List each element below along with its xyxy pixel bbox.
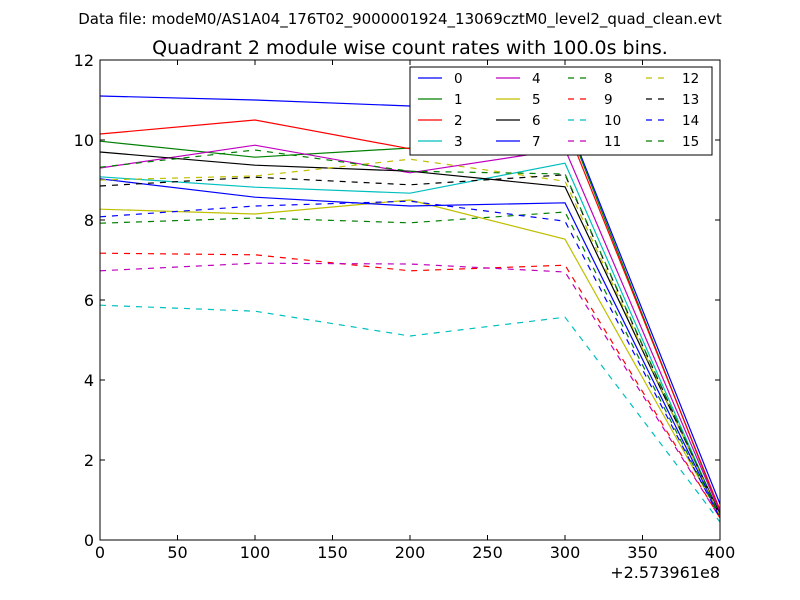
legend-label-12: 12 [682, 71, 699, 87]
series-line-3 [99, 162, 721, 517]
y-tick-label: 12 [74, 51, 94, 70]
legend-label-4: 4 [532, 71, 541, 87]
chart-title: Quadrant 2 module wise count rates with … [152, 37, 668, 59]
y-tick-label: 0 [84, 531, 94, 550]
series-line-10 [99, 304, 721, 523]
legend-label-11: 11 [604, 134, 621, 150]
x-tick-label: 150 [317, 543, 348, 562]
series-layer [99, 95, 721, 523]
legend-label-9: 9 [604, 92, 613, 108]
legend-label-2: 2 [454, 113, 463, 129]
series-line-0 [99, 95, 721, 505]
series-line-5 [99, 199, 721, 517]
series-line-8 [99, 211, 721, 519]
x-tick-label: 50 [167, 543, 187, 562]
legend-label-3: 3 [454, 134, 463, 150]
y-tick-label: 8 [84, 211, 94, 230]
series-line-7 [99, 178, 721, 517]
x-tick-label: 100 [240, 543, 271, 562]
y-tick-label: 2 [84, 451, 94, 470]
series-line-12 [99, 158, 721, 517]
x-tick-label: 350 [627, 543, 658, 562]
x-tick-label: 0 [95, 543, 105, 562]
y-tick-label: 6 [84, 291, 94, 310]
x-offset-label: +2.573961e8 [610, 563, 720, 582]
series-line-13 [99, 174, 721, 517]
legend-label-10: 10 [604, 113, 621, 129]
legend-label-0: 0 [454, 71, 463, 87]
legend-label-8: 8 [604, 71, 613, 87]
legend-label-1: 1 [454, 92, 463, 108]
legend-label-13: 13 [682, 92, 699, 108]
x-tick-label: 400 [705, 543, 736, 562]
legend-label-14: 14 [682, 113, 699, 129]
series-line-15 [99, 149, 721, 517]
legend-label-7: 7 [532, 134, 541, 150]
data-file-suptitle: Data file: modeM0/AS1A04_176T02_90000019… [78, 10, 722, 29]
y-tick-label: 4 [84, 371, 94, 390]
legend-label-5: 5 [532, 92, 541, 108]
series-line-9 [99, 252, 721, 519]
series-line-14 [99, 200, 721, 519]
x-tick-label: 300 [550, 543, 581, 562]
legend-label-6: 6 [532, 113, 541, 129]
y-tick-label: 10 [74, 131, 94, 150]
x-tick-label: 200 [395, 543, 426, 562]
legend-label-15: 15 [682, 134, 699, 150]
x-tick-label: 250 [472, 543, 503, 562]
series-line-4 [99, 144, 721, 513]
series-line-11 [99, 262, 721, 519]
legend-box [409, 66, 713, 156]
